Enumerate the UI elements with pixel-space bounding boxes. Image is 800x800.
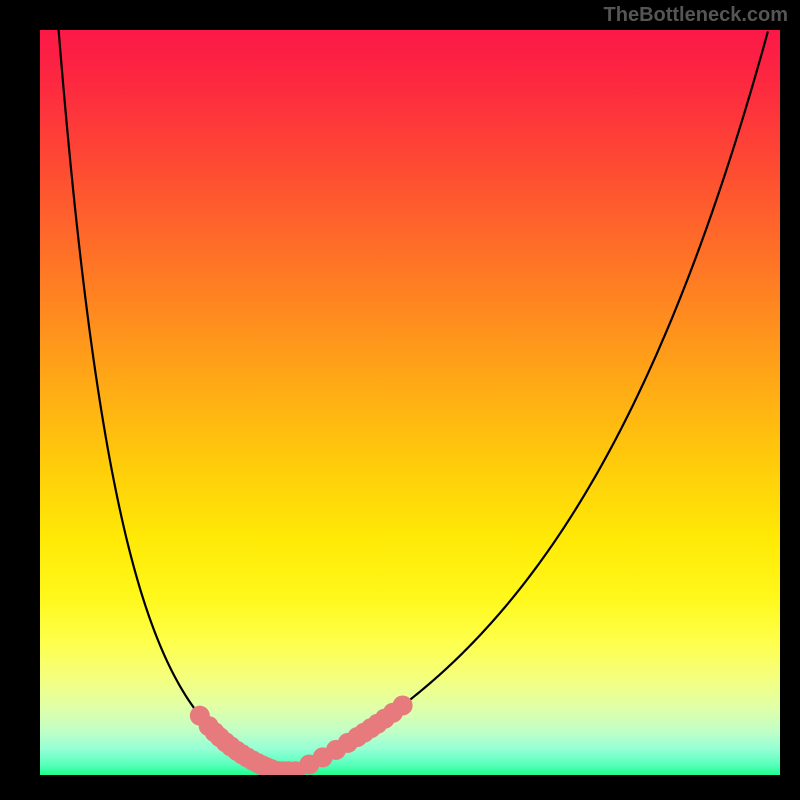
chart-svg [40, 30, 780, 775]
plot-area [40, 30, 780, 775]
plot-background [40, 30, 780, 775]
watermark-text: TheBottleneck.com [604, 4, 788, 27]
marker-point [393, 695, 413, 715]
